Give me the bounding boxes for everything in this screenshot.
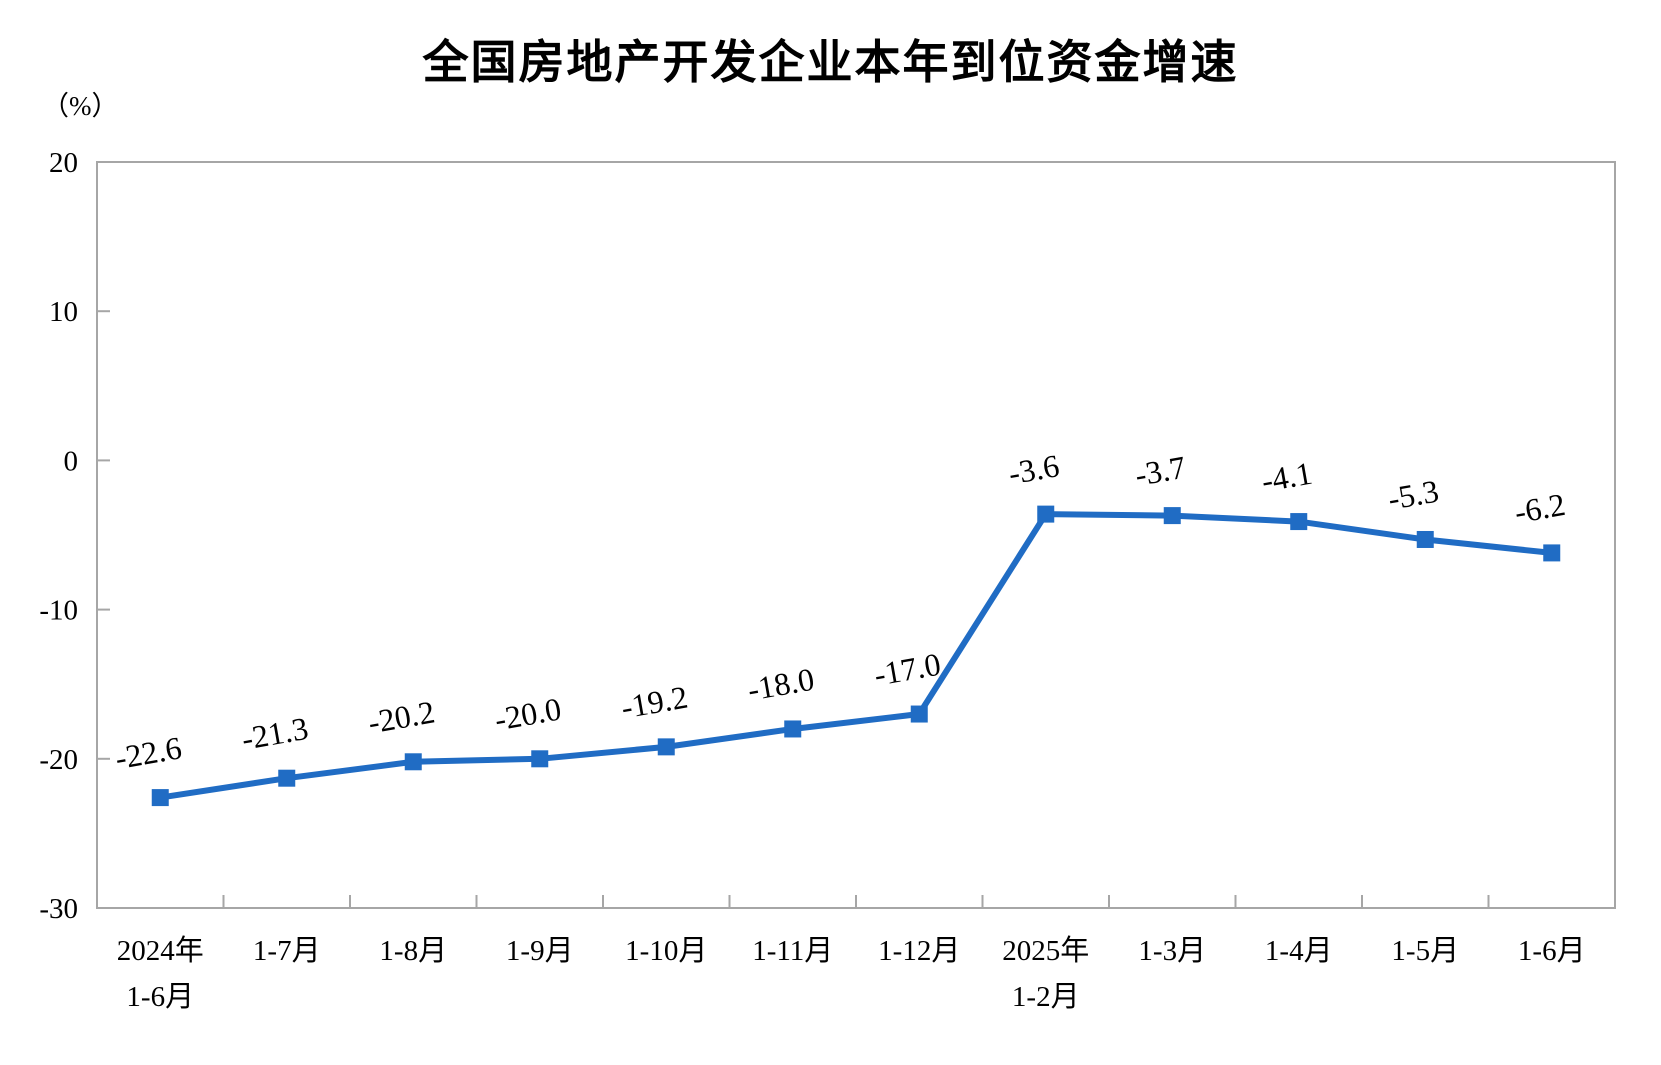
data-point-marker xyxy=(1290,513,1308,531)
x-category-label: 1-7月 xyxy=(253,935,321,967)
chart-title: 全国房地产开发企业本年到位资金增速 xyxy=(422,36,1239,88)
y-tick-label: -30 xyxy=(39,893,78,925)
data-point-marker xyxy=(1037,505,1055,523)
x-category-label: 1-3月 xyxy=(1138,935,1206,967)
data-point-marker xyxy=(910,705,928,723)
data-point-label: -21.3 xyxy=(239,710,311,757)
data-point-label: -3.6 xyxy=(1006,447,1062,491)
y-axis-unit-label: （%） xyxy=(42,91,119,121)
data-point-label: -17.0 xyxy=(871,646,943,693)
x-category-label: 1-8月 xyxy=(379,935,447,967)
data-point-marker xyxy=(784,720,802,738)
y-tick-label: 0 xyxy=(64,445,79,477)
x-category-label: 1-4月 xyxy=(1265,935,1333,967)
y-tick-label: 10 xyxy=(49,296,78,328)
data-point-marker xyxy=(278,769,296,787)
y-tick-label: -10 xyxy=(39,595,78,627)
data-point-marker xyxy=(151,789,169,807)
x-category-label: 1-12月 xyxy=(878,935,960,967)
x-category-label: 1-6月 xyxy=(1518,935,1586,967)
data-point-marker xyxy=(404,753,422,771)
y-tick-label: 20 xyxy=(49,147,78,179)
data-point-label: -6.2 xyxy=(1512,486,1568,530)
x-category-label: 1-10月 xyxy=(625,935,707,967)
data-point-label: -19.2 xyxy=(618,679,690,726)
data-point-label: -5.3 xyxy=(1385,473,1441,517)
x-category-label: 2025年 xyxy=(1002,934,1089,967)
data-point-marker xyxy=(531,750,549,768)
x-category-label: 1-2月 xyxy=(1012,981,1080,1013)
data-point-label: -18.0 xyxy=(745,661,817,708)
data-point-label: -20.2 xyxy=(365,693,437,740)
y-tick-label: -20 xyxy=(39,744,78,776)
data-point-marker xyxy=(1416,530,1434,548)
data-point-label: -20.0 xyxy=(492,690,564,737)
x-category-label: 1-11月 xyxy=(752,935,833,967)
data-point-label: -4.1 xyxy=(1259,455,1315,499)
data-point-label: -22.6 xyxy=(112,729,184,776)
data-point-marker xyxy=(1163,507,1181,525)
data-line xyxy=(157,511,1555,801)
x-category-label: 1-6月 xyxy=(126,981,194,1013)
data-point-marker xyxy=(657,738,675,756)
data-point-label: -3.7 xyxy=(1132,449,1188,493)
x-category-label: 1-5月 xyxy=(1391,935,1459,967)
data-point-marker xyxy=(1543,544,1561,562)
x-category-label: 1-9月 xyxy=(506,935,574,967)
x-category-label: 2024年 xyxy=(117,934,204,967)
